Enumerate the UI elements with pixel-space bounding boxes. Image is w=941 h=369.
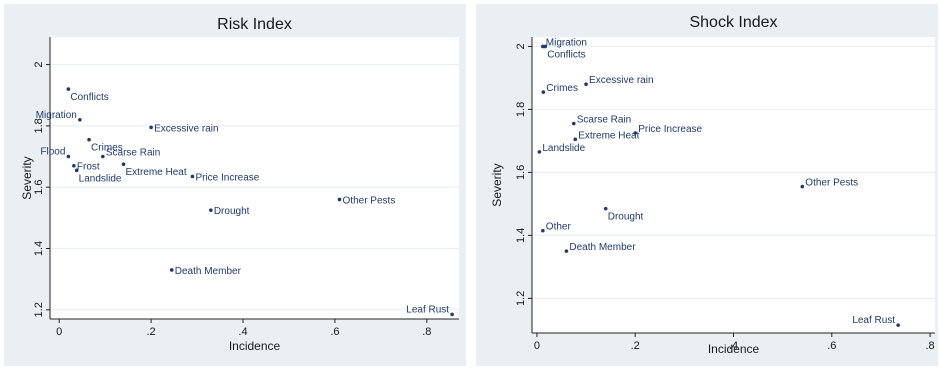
risk-point-label-other-pests: Other Pests [343, 195, 396, 206]
shock-chart-title: Shock Index [689, 14, 777, 31]
risk-point-leaf-rust [450, 312, 454, 317]
risk-point-landslide [74, 168, 79, 173]
shock-x-tick-label: .2 [631, 340, 640, 352]
shock-y-axis-title: Severity [490, 163, 504, 206]
risk-point-label-frost: Frost [77, 162, 100, 173]
shock-point-label-conflicts: Conflicts [547, 49, 585, 60]
risk-point-extreme-heat [121, 162, 126, 167]
risk-point-migration [78, 117, 82, 122]
shock-point-label-price-increase: Price Increase [638, 124, 702, 135]
shock-point-death-member [564, 249, 569, 253]
shock-point-extreme-heat [573, 137, 578, 142]
risk-x-axis-title: Incidence [229, 339, 281, 353]
risk-index-chart: 0 .2 .4 .6 .8 1.2 1.4 1.6 1.8 2 Risk Index Incidenc… [20, 16, 459, 353]
risk-point-label-scarse-rain: Scarse Rain [106, 148, 160, 159]
shock-plot-area [532, 37, 935, 333]
shock-point-label-other-pests: Other Pests [805, 178, 858, 189]
shock-point-label-scarse-rain: Scarse Rain [577, 115, 631, 126]
risk-point-label-drought: Drought [214, 206, 250, 217]
risk-point-label-leaf-rust: Leaf Rust [406, 304, 449, 315]
risk-point-label-landslide: Landslide [79, 173, 122, 184]
risk-point-label-conflicts: Conflicts [70, 92, 108, 103]
shock-point-other-pests [800, 184, 805, 189]
risk-point-flood [66, 154, 71, 159]
shock-point-scarse-rain [571, 121, 576, 126]
shock-point-label-migration: Migration [546, 37, 587, 48]
risk-point-label-death-member: Death Member [175, 266, 242, 277]
shock-point-label-excessive-rain: Excessive rain [589, 75, 653, 86]
shock-point-crimes [541, 90, 546, 94]
risk-x-tick-label: .2 [147, 326, 156, 338]
shock-x-tick-label: .4 [729, 340, 738, 352]
risk-point-label-extreme-heat: Extreme Heat [126, 167, 187, 178]
risk-point-price-increase [190, 174, 195, 179]
risk-x-tick-label: .6 [330, 326, 339, 338]
shock-y-tick-label: 1.2 [515, 291, 527, 306]
shock-y-tick-label: 2 [515, 43, 527, 49]
shock-point-landslide [537, 150, 542, 154]
shock-x-tick-label: 0 [534, 340, 540, 352]
risk-point-label-flood: Flood [40, 147, 65, 158]
risk-y-tick-label: 1.2 [33, 302, 45, 317]
risk-y-tick-label: 1.8 [33, 118, 45, 133]
shock-point-label-other: Other [546, 222, 572, 233]
shock-point-label-crimes: Crimes [546, 83, 578, 94]
shock-y-tick-label: 1.8 [515, 102, 527, 117]
risk-point-label-crimes: Crimes [91, 143, 123, 154]
risk-point-conflicts [66, 87, 71, 91]
risk-x-tick-label: .4 [238, 326, 247, 338]
shock-point-price-increase [633, 131, 638, 135]
shock-x-tick-label: .6 [827, 340, 836, 352]
risk-point-frost [72, 163, 76, 168]
shock-point-drought [603, 206, 608, 211]
risk-chart-title: Risk Index [217, 16, 292, 33]
risk-point-drought [209, 208, 213, 212]
shock-point-label-leaf-rust: Leaf Rust [852, 315, 895, 326]
risk-y-axis-title: Severity [20, 156, 34, 199]
shock-point-conflicts [543, 44, 548, 49]
risk-point-excessive-rain [149, 125, 153, 130]
shock-point-label-landslide: Landslide [542, 143, 585, 154]
risk-point-label-excessive-rain: Excessive rain [154, 123, 218, 134]
risk-x-tick-label: .8 [422, 326, 431, 338]
shock-y-tick-label: 1.6 [515, 165, 527, 180]
shock-index-chart: 0 .2 .4 .6 .8 1.2 1.4 1.6 1.8 2 Shock Index Inciden… [490, 14, 935, 356]
shock-index-panel: 0 .2 .4 .6 .8 1.2 1.4 1.6 1.8 2 Shock Index Inciden… [476, 4, 938, 366]
risk-point-label-migration: Migration [36, 110, 77, 121]
shock-point-label-extreme-heat: Extreme Heat [578, 130, 639, 141]
risk-y-tick-label: 1.4 [33, 241, 45, 256]
shock-point-label-drought: Drought [608, 212, 644, 223]
risk-y-tick-label: 1.6 [33, 180, 45, 195]
risk-point-death-member [169, 268, 174, 272]
risk-x-tick-label: 0 [56, 326, 62, 338]
shock-x-axis-title: Incidence [708, 342, 760, 356]
risk-point-other-pests [337, 197, 342, 202]
risk-index-panel: 0 .2 .4 .6 .8 1.2 1.4 1.6 1.8 2 Risk Index Incidenc… [4, 4, 466, 366]
risk-point-crimes [87, 137, 91, 142]
shock-point-excessive-rain [584, 82, 588, 87]
risk-point-scarse-rain [101, 154, 105, 159]
shock-point-leaf-rust [896, 323, 900, 327]
shock-y-tick-label: 1.4 [515, 228, 527, 243]
shock-x-tick-label: .8 [925, 340, 934, 352]
shock-point-other [541, 228, 545, 233]
shock-point-label-death-member: Death Member [569, 242, 636, 253]
risk-y-tick-label: 2 [33, 62, 45, 68]
risk-plot-area [50, 37, 459, 319]
risk-point-label-price-increase: Price Increase [195, 172, 259, 183]
